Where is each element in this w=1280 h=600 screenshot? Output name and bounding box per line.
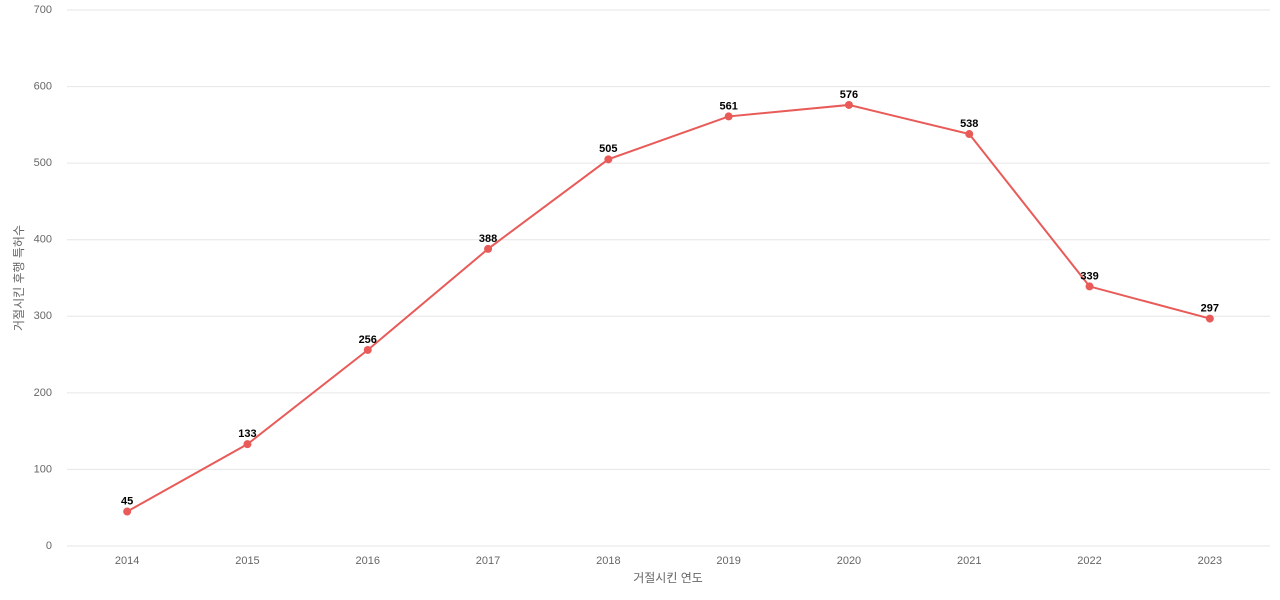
value-label: 505 (599, 143, 617, 155)
point (363, 345, 372, 354)
y-tick-label: 300 (34, 310, 52, 322)
x-tick-label: 2022 (1077, 555, 1101, 567)
y-tick-label: 700 (34, 4, 52, 16)
x-tick-label: 2018 (596, 555, 620, 567)
x-axis-title: 거절시킨 연도 (633, 571, 703, 585)
point (1085, 282, 1094, 291)
y-tick-label: 400 (34, 234, 52, 246)
point (484, 244, 493, 253)
x-tick-label: 2020 (837, 555, 861, 567)
value-label: 297 (1201, 302, 1219, 314)
y-axis-title: 거절시킨 후행 특허수 (11, 225, 26, 331)
point (604, 155, 613, 164)
point (724, 112, 733, 121)
point (123, 507, 132, 516)
value-label: 538 (960, 118, 978, 130)
value-label: 133 (238, 428, 256, 440)
value-label: 576 (840, 89, 858, 101)
y-tick-label: 600 (34, 80, 52, 92)
point (243, 440, 252, 449)
value-label: 256 (359, 334, 377, 346)
line (126, 103, 1211, 513)
y-tick-label: 100 (34, 463, 52, 475)
x-tick-label: 2017 (476, 555, 500, 567)
x-tick-label: 2016 (356, 555, 380, 567)
y-tick-label: 500 (34, 157, 52, 169)
x-tick-label: 2021 (957, 555, 981, 567)
value-label: 388 (479, 233, 497, 245)
y-tick-label: 0 (46, 540, 52, 552)
value-label: 45 (121, 495, 133, 507)
x-tick-label: 2019 (716, 555, 740, 567)
y-tick-label: 200 (34, 387, 52, 399)
value-label: 561 (719, 100, 737, 112)
value-label: 339 (1080, 270, 1098, 282)
x-tick-label: 2015 (235, 555, 259, 567)
point (1205, 314, 1214, 323)
x-tick-label: 2023 (1198, 555, 1222, 567)
point (965, 130, 974, 139)
x-tick-label: 2014 (115, 555, 139, 567)
point (844, 100, 853, 109)
